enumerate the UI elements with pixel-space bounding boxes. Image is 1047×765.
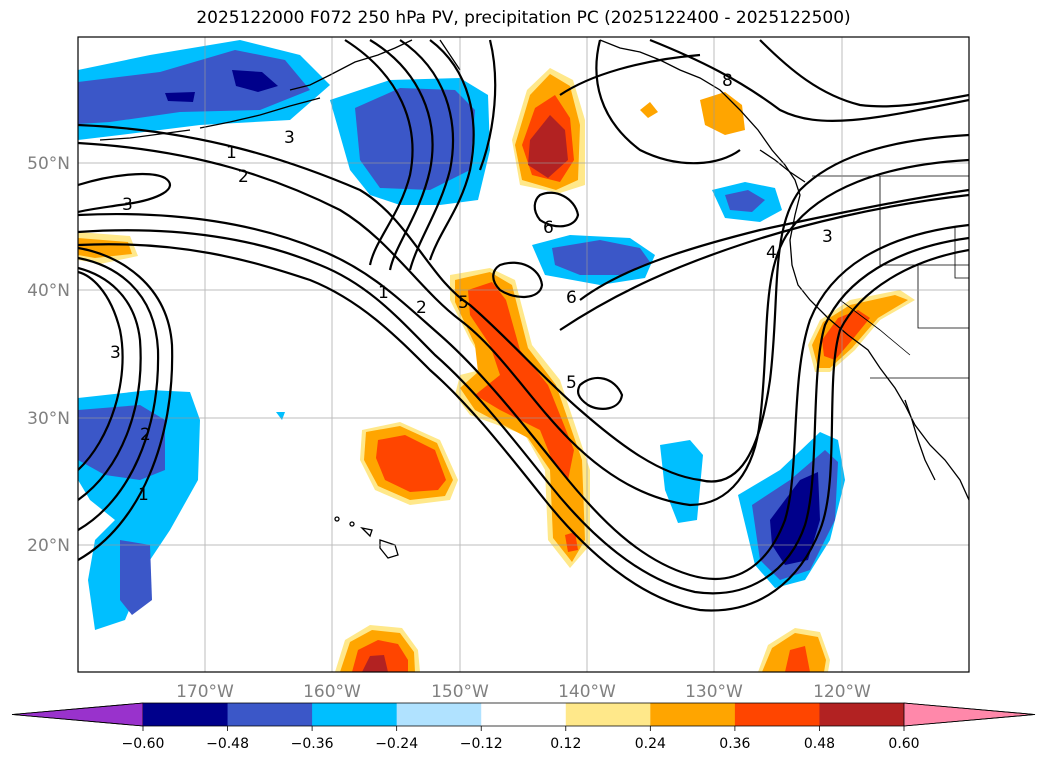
svg-text:8: 8 xyxy=(722,71,733,91)
lat-label-40n: 40°N xyxy=(27,281,70,301)
svg-text:2: 2 xyxy=(416,298,427,318)
lon-label-150w: 150°W xyxy=(431,682,489,702)
colorbar-tick-label: 0.60 xyxy=(888,736,919,752)
colorbar-segment xyxy=(481,703,567,726)
contour-labels: 1 2 3 3 1 2 5 5 6 6 2 1 3 4 3 8 xyxy=(110,71,833,505)
colorbar-segment xyxy=(312,703,398,726)
lon-label-160w: 160°W xyxy=(303,682,361,702)
svg-text:5: 5 xyxy=(566,373,577,393)
svg-text:1: 1 xyxy=(378,283,389,303)
colorbar-tick-label: −0.36 xyxy=(291,736,334,752)
longitude-labels: 170°W 160°W 150°W 140°W 130°W 120°W xyxy=(176,682,871,702)
latitude-labels: 50°N 40°N 30°N 20°N xyxy=(27,154,70,556)
coastlines xyxy=(99,39,969,559)
colorbar-tick-label: −0.60 xyxy=(122,736,165,752)
svg-text:3: 3 xyxy=(110,343,121,363)
svg-text:3: 3 xyxy=(284,128,295,148)
map-panel: 1 2 3 3 1 2 5 5 6 6 2 1 3 4 3 8 xyxy=(78,37,969,672)
colorbar: −0.60 −0.48 −0.36 −0.24 −0.12 0.12 0.24 0.36 0.4… xyxy=(11,702,1036,752)
colorbar-tick-label: 0.48 xyxy=(804,736,835,752)
colorbar-tick-label: −0.12 xyxy=(460,736,503,752)
colorbar-tick-label: 0.12 xyxy=(550,736,581,752)
lon-label-130w: 130°W xyxy=(685,682,743,702)
svg-text:4: 4 xyxy=(766,243,777,263)
svg-text:6: 6 xyxy=(543,218,554,238)
svg-text:5: 5 xyxy=(458,293,469,313)
colorbar-tick-label: −0.24 xyxy=(375,736,418,752)
colorbar-segment xyxy=(819,703,905,726)
svg-text:3: 3 xyxy=(822,227,833,247)
lat-label-20n: 20°N xyxy=(27,536,70,556)
colorbar-segment xyxy=(396,703,482,726)
colorbar-segment xyxy=(650,703,736,726)
svg-text:3: 3 xyxy=(122,195,133,215)
svg-text:1: 1 xyxy=(226,143,237,163)
colorbar-segment xyxy=(565,703,651,726)
lat-label-50n: 50°N xyxy=(27,154,70,174)
svg-text:1: 1 xyxy=(138,485,149,505)
pv-contours xyxy=(78,38,969,612)
svg-text:2: 2 xyxy=(140,425,151,445)
lat-label-30n: 30°N xyxy=(27,409,70,429)
lon-label-140w: 140°W xyxy=(558,682,616,702)
colorbar-segment xyxy=(734,703,820,726)
lon-label-170w: 170°W xyxy=(176,682,234,702)
colorbar-tick-label: 0.24 xyxy=(635,736,666,752)
colorbar-tick-label: −0.48 xyxy=(206,736,249,752)
colorbar-tick-label: 0.36 xyxy=(719,736,750,752)
svg-text:2: 2 xyxy=(238,167,249,187)
gridlines xyxy=(78,37,969,672)
colorbar-segment xyxy=(227,703,313,726)
colorbar-extend-low xyxy=(11,702,144,727)
colorbar-extend-high xyxy=(903,702,1036,727)
negative-precip-shading xyxy=(78,40,845,630)
svg-text:6: 6 xyxy=(566,288,577,308)
colorbar-segment xyxy=(143,703,229,726)
map-frame xyxy=(77,36,970,673)
lon-label-120w: 120°W xyxy=(813,682,871,702)
map-title: 2025122000 F072 250 hPa PV, precipitatio… xyxy=(196,8,851,28)
